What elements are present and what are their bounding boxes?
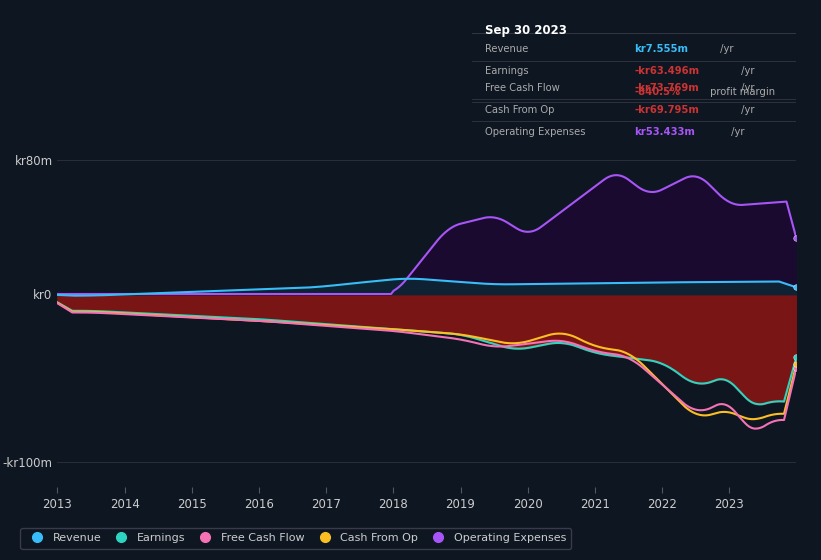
- Text: -kr69.795m: -kr69.795m: [635, 105, 699, 115]
- Text: /yr: /yr: [718, 44, 734, 54]
- Text: -840.5%: -840.5%: [635, 87, 681, 97]
- Text: Sep 30 2023: Sep 30 2023: [485, 24, 567, 36]
- Text: Operating Expenses: Operating Expenses: [485, 127, 585, 137]
- Text: -kr73.769m: -kr73.769m: [635, 83, 699, 92]
- Text: kr53.433m: kr53.433m: [635, 127, 695, 137]
- Text: kr7.555m: kr7.555m: [635, 44, 688, 54]
- Text: /yr: /yr: [738, 83, 754, 92]
- Text: -kr63.496m: -kr63.496m: [635, 66, 699, 76]
- Text: Revenue: Revenue: [485, 44, 529, 54]
- Text: /yr: /yr: [727, 127, 744, 137]
- Text: Cash From Op: Cash From Op: [485, 105, 554, 115]
- Text: Free Cash Flow: Free Cash Flow: [485, 83, 560, 92]
- Text: Earnings: Earnings: [485, 66, 529, 76]
- Legend: Revenue, Earnings, Free Cash Flow, Cash From Op, Operating Expenses: Revenue, Earnings, Free Cash Flow, Cash …: [21, 528, 571, 549]
- Text: /yr: /yr: [738, 66, 754, 76]
- Text: profit margin: profit margin: [707, 87, 775, 97]
- Text: /yr: /yr: [738, 105, 754, 115]
